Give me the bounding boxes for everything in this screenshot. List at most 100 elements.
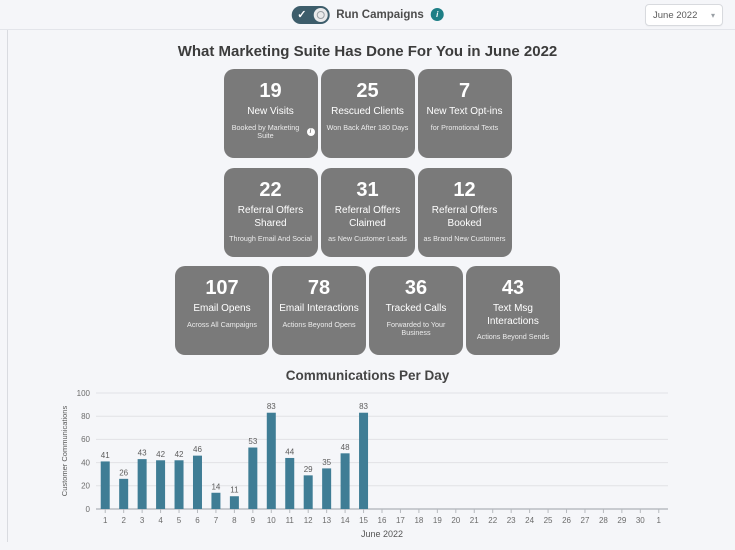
bar-day-8 <box>229 496 239 509</box>
y-tick-label: 100 <box>76 389 90 398</box>
bar-day-4 <box>155 460 165 509</box>
x-tick-label: 1 <box>656 516 661 525</box>
stat-card: 22 Referral Offers Shared Through Email An… <box>223 168 318 257</box>
window-left-edge <box>7 0 8 542</box>
x-tick-label: 23 <box>506 516 515 525</box>
x-tick-label: 1 <box>102 516 107 525</box>
stat-card: 31 Referral Offers Claimed as New Customer… <box>320 168 415 257</box>
run-campaigns-label: Run Campaigns <box>336 8 424 21</box>
stat-card: 19 New Visits Booked by Marketing Suite i <box>223 69 318 158</box>
stat-value: 12 <box>453 179 476 201</box>
bar-day-1 <box>100 461 110 509</box>
info-icon[interactable]: i <box>430 8 444 21</box>
stat-subtitle: as New Customer Leads <box>328 234 407 244</box>
stat-card: 12 Referral Offers Booked as Brand New Cus… <box>417 168 512 257</box>
x-tick-label: 29 <box>617 516 626 525</box>
chart-title: Communications Per Day <box>285 368 450 383</box>
bar-value-label: 53 <box>248 437 257 446</box>
month-dropdown-value: June 2022 <box>653 9 698 21</box>
stat-subtitle: for Promotional Texts <box>430 122 499 133</box>
y-tick-label: 20 <box>81 482 90 491</box>
x-tick-label: 6 <box>195 516 200 525</box>
stat-value: 78 <box>307 277 331 299</box>
bar-value-label: 83 <box>266 402 275 411</box>
bar-value-label: 26 <box>119 468 128 477</box>
bar-day-15 <box>358 412 368 509</box>
chart-container: 0 20 40 60 80 100 1 41 2 26 3 43 4 42 5 42 6 46 7 14 8 11 9 53 1… <box>58 385 678 550</box>
stat-subtitle-text: Booked by Marketing Suite <box>231 122 300 141</box>
x-tick-label: 30 <box>635 516 644 525</box>
stat-subtitle: Actions Beyond Sends <box>476 332 550 342</box>
stat-value: 107 <box>205 277 239 299</box>
stat-card: 36 Tracked Calls Forwarded to Your Busines… <box>369 266 463 355</box>
stat-title: Rescued Clients <box>331 106 404 117</box>
stat-row-2: 22 Referral Offers Shared Through Email An… <box>0 168 735 257</box>
x-tick-label: 16 <box>377 516 386 525</box>
x-tick-label: 21 <box>469 516 478 525</box>
x-tick-label: 24 <box>525 516 534 525</box>
y-tick-label: 60 <box>81 435 90 444</box>
stat-subtitle-text: Forwarded to Your Business <box>386 319 446 338</box>
chevron-down-icon: ▾ <box>710 10 715 20</box>
stat-title: Referral Offers Booked <box>431 205 498 229</box>
stat-value: 31 <box>356 179 379 201</box>
x-tick-label: 15 <box>359 516 368 525</box>
stat-subtitle: Through Email And Social <box>229 234 312 244</box>
stat-value: 25 <box>356 80 379 102</box>
bar-value-label: 42 <box>174 450 183 459</box>
bar-day-9 <box>247 447 257 509</box>
stat-subtitle-text: for Promotional Texts <box>430 122 499 132</box>
x-tick-label: 8 <box>232 516 237 525</box>
toggle-knob-icon <box>313 7 328 22</box>
x-tick-label: 22 <box>488 516 497 525</box>
bar-day-3 <box>137 459 147 509</box>
stat-title: Referral Offers Claimed <box>334 205 401 229</box>
bar-value-label: 41 <box>100 451 109 460</box>
y-axis-title: Customer Communications <box>60 406 69 497</box>
bar-value-label: 83 <box>359 402 368 411</box>
x-tick-label: 4 <box>158 516 163 525</box>
stat-value: 7 <box>458 80 471 102</box>
x-tick-label: 5 <box>176 516 181 525</box>
x-tick-label: 19 <box>432 516 441 525</box>
bar-day-14 <box>340 453 350 509</box>
x-tick-label: 7 <box>213 516 218 525</box>
x-tick-label: 28 <box>598 516 607 525</box>
bar-value-label: 46 <box>193 445 202 454</box>
x-tick-label: 17 <box>395 516 404 525</box>
stat-subtitle-text: Actions Beyond Sends <box>476 332 550 341</box>
stat-card: 43 Text Msg Interactions Actions Beyond Se… <box>466 266 560 355</box>
stat-subtitle-text: Actions Beyond Opens <box>282 319 356 329</box>
x-tick-label: 12 <box>303 516 312 525</box>
x-tick-label: 27 <box>580 516 589 525</box>
x-tick-label: 20 <box>451 516 460 525</box>
stat-card: 78 Email Interactions Actions Beyond Opens <box>272 266 366 355</box>
bar-day-10 <box>266 412 276 509</box>
y-tick-label: 80 <box>81 412 90 421</box>
bar-day-13 <box>321 468 331 509</box>
x-axis-title: June 2022 <box>360 529 402 539</box>
bar-value-label: 42 <box>156 450 165 459</box>
bar-value-label: 48 <box>340 443 349 452</box>
stat-title: Tracked Calls <box>385 303 447 314</box>
stat-title: Email Interactions <box>279 303 359 314</box>
stat-value: 36 <box>404 277 428 299</box>
check-icon: ✓ <box>297 8 307 21</box>
stat-subtitle: as Brand New Customers <box>424 234 506 244</box>
top-bar: ✓ Run Campaigns i June 2022 ▾ <box>0 0 735 30</box>
bar-day-7 <box>210 492 220 509</box>
bar-day-11 <box>284 457 294 509</box>
stat-title: New Text Opt-ins <box>426 106 503 117</box>
y-tick-label: 40 <box>81 458 90 467</box>
bar-value-label: 43 <box>137 449 146 458</box>
info-icon[interactable]: i <box>306 128 315 137</box>
run-campaigns-toggle[interactable]: ✓ <box>291 5 330 24</box>
y-tick-label: 0 <box>85 505 90 514</box>
stat-row-1: 19 New Visits Booked by Marketing Suite i 25… <box>0 69 735 158</box>
stat-title: New Visits <box>247 106 294 117</box>
x-tick-label: 26 <box>562 516 571 525</box>
stat-card: 107 Email Opens Across All Campaigns <box>175 266 269 355</box>
x-tick-label: 2 <box>121 516 126 525</box>
stat-subtitle: Won Back After 180 Days <box>327 123 409 133</box>
month-dropdown[interactable]: June 2022 ▾ <box>645 4 723 26</box>
